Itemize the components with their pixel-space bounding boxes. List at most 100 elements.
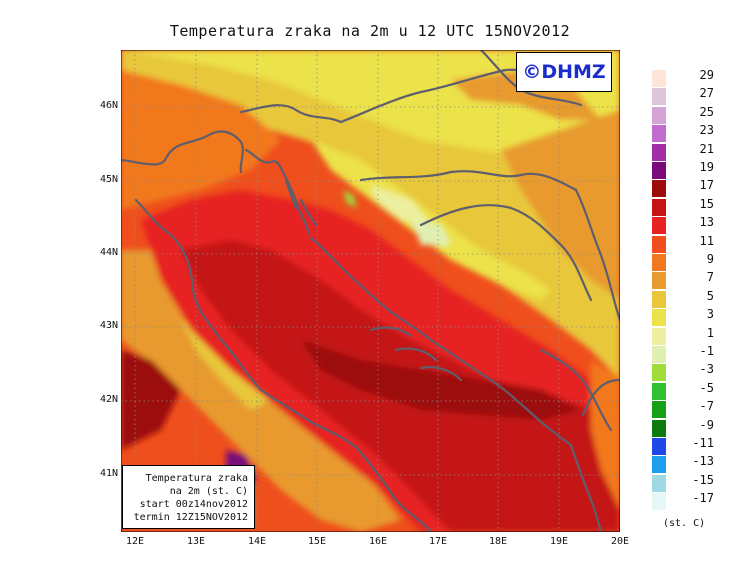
temperature-map: [121, 50, 620, 532]
legend-swatch: [652, 143, 666, 161]
lon-label-18e: 18E: [488, 536, 508, 547]
island-4: [284, 178, 298, 210]
albania-border-south: [581, 378, 620, 417]
info-line-3: start 00z14nov2012: [139, 499, 248, 510]
lat-label-42n: 42N: [99, 394, 118, 405]
legend-swatch: [652, 88, 666, 106]
legend-swatch: [652, 272, 666, 290]
italy-adriatic-coast: [134, 198, 433, 532]
info-line-4: termin 12Z15NOV2012: [133, 512, 248, 523]
legend-label: 29: [699, 68, 714, 82]
legend-swatch: [652, 70, 666, 87]
legend-swatch: [652, 106, 666, 124]
lon-label-13e: 13E: [186, 536, 206, 547]
lon-label-14e: 14E: [247, 536, 267, 547]
temp-zone-west-17: [121, 350, 181, 450]
legend-swatch: [652, 180, 666, 198]
legend-swatch: [652, 401, 666, 419]
legend-label: 23: [699, 123, 714, 138]
legend-swatch: [652, 382, 666, 400]
temp-zone-east-9: [591, 360, 620, 510]
legend-swatch: [652, 346, 666, 363]
lat-label-44n: 44N: [99, 247, 118, 258]
legend-label: -17: [692, 491, 714, 506]
legend-swatch: [652, 162, 666, 179]
legend-swatch: [652, 438, 666, 455]
legend-swatch: [652, 309, 666, 327]
legend-label: 17: [699, 178, 714, 193]
istria-coast: [244, 148, 311, 236]
legend-label: 1: [706, 325, 714, 340]
chart-title: Temperatura zraka na 2m u 12 UTC 15NOV20…: [169, 22, 571, 40]
legend-label: 15: [699, 196, 714, 211]
legend-swatch: [652, 474, 666, 492]
legend-label: 11: [699, 233, 714, 248]
info-line-1: Temperatura zraka: [145, 473, 248, 484]
island-2: [394, 347, 438, 362]
legend-swatch: [652, 125, 666, 143]
lon-label-17e: 17E: [428, 536, 448, 547]
lon-label-15e: 15E: [307, 536, 327, 547]
legend-label: 9: [706, 252, 714, 266]
coastlines: [121, 50, 620, 532]
info-line-2: na 2m (st. C): [169, 486, 248, 497]
temp-zone-mountain-minus1: [411, 220, 451, 245]
legend-label: 3: [706, 307, 714, 322]
legend-label: -1: [699, 344, 714, 358]
temp-zone-sea-17: [301, 340, 581, 420]
temp-zone-west-9: [121, 70, 281, 210]
legend-swatch: [652, 327, 666, 345]
temp-zone-ne-7: [451, 70, 601, 120]
temp-field: [121, 50, 620, 532]
lon-label-20e: 20E: [610, 536, 630, 547]
temp-zone-east-7: [501, 110, 620, 300]
legend-label: -7: [699, 399, 714, 414]
legend-label: -5: [699, 380, 714, 395]
lon-label-16e: 16E: [368, 536, 388, 547]
legend-label: -9: [699, 417, 714, 432]
italy-east-coast: [121, 130, 244, 174]
graticule: [121, 50, 620, 532]
dhmz-logo: ©DHMZ: [516, 52, 612, 92]
island-5: [299, 198, 318, 227]
legend-swatch: [652, 419, 666, 437]
island-3: [419, 366, 463, 382]
lon-label-19e: 19E: [549, 536, 569, 547]
legend-swatch: [652, 217, 666, 235]
info-box: Temperatura zraka na 2m (st. C) start 00…: [122, 465, 255, 529]
legend-label: -13: [692, 454, 714, 469]
lat-label-41n: 41N: [99, 468, 118, 479]
legend-unit: (st. C): [663, 518, 706, 529]
lat-label-46n: 46N: [99, 100, 118, 111]
legend-swatch: [652, 456, 666, 474]
legend-swatch: [652, 235, 666, 253]
legend-label: 27: [699, 86, 714, 101]
legend-label: 21: [699, 141, 714, 156]
lon-label-12e: 12E: [125, 536, 145, 547]
legend-label: 5: [706, 288, 714, 303]
legend-swatch: [652, 364, 666, 382]
legend-label: 19: [699, 160, 714, 174]
temp-zone-mountain-1: [371, 185, 431, 225]
legend-label: -11: [692, 436, 714, 450]
slovenia-border: [239, 104, 343, 124]
serbia-border: [574, 188, 620, 322]
legend-swatch: [652, 254, 666, 271]
bosnia-border: [419, 204, 593, 302]
temp-zone-cold-spot: [343, 190, 357, 208]
legend-swatch: [652, 493, 666, 511]
legend-label: 7: [706, 270, 714, 285]
island-1: [369, 326, 413, 338]
legend-label: -15: [692, 472, 714, 487]
croatia-coast: [309, 236, 573, 447]
legend-label: 13: [699, 215, 714, 230]
legend-label: 25: [699, 104, 714, 119]
legend-swatch: [652, 290, 666, 308]
legend-swatch: [652, 198, 666, 216]
lat-label-43n: 43N: [99, 320, 118, 331]
lat-label-45n: 45N: [99, 174, 118, 185]
legend-label: -3: [699, 362, 714, 377]
albania-coast: [569, 443, 603, 532]
montenegro-border: [539, 348, 613, 432]
croatia-bosnia-border: [359, 170, 578, 192]
